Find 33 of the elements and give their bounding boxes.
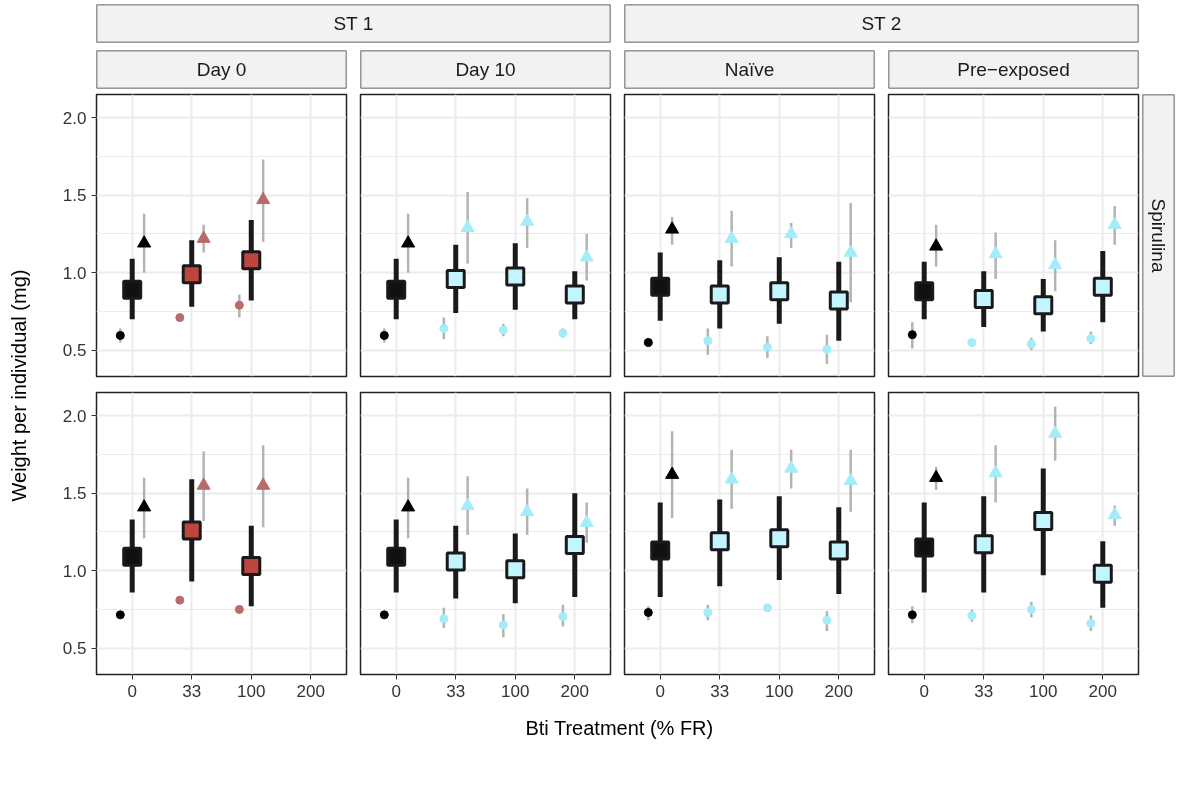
x-tick-label: 200 [560, 681, 589, 701]
y-axis-title: Weight per individual (mg) [7, 269, 30, 502]
x-tick-label: 33 [710, 681, 730, 701]
y-tick-label: 1.5 [62, 186, 87, 206]
y-tick-label: 1.5 [62, 484, 87, 504]
x-tick-label: 33 [446, 681, 466, 701]
chart-title: Day 0 [196, 59, 247, 80]
y-tick-label: 2.0 [62, 108, 87, 128]
x-tick-label: 200 [824, 681, 853, 701]
chart-title: Pre−exposed [957, 59, 1070, 80]
x-tick-label: 100 [765, 681, 794, 701]
x-tick-label: 100 [237, 681, 266, 701]
y-tick-label: 2.0 [62, 406, 87, 426]
y-tick-label: 0.5 [62, 639, 87, 659]
text: Spirulina [1148, 198, 1169, 273]
chart-title: Naïve [724, 59, 775, 80]
chart-title: Day 10 [455, 59, 516, 80]
x-axis-title: Bti Treatment (% FR) [525, 716, 714, 739]
x-tick-label: 200 [296, 681, 325, 701]
x-tick-label: 0 [919, 681, 929, 701]
text: ST 2 [861, 13, 902, 34]
x-tick-label: 33 [974, 681, 994, 701]
text: ST 1 [333, 13, 374, 34]
y-tick-label: 1.0 [62, 263, 87, 283]
y-tick-label: 1.0 [62, 561, 87, 581]
x-tick-label: 0 [127, 681, 137, 701]
x-tick-label: 100 [1029, 681, 1058, 701]
x-tick-label: 200 [1088, 681, 1117, 701]
x-tick-label: 100 [501, 681, 530, 701]
x-tick-label: 0 [391, 681, 401, 701]
x-tick-label: 33 [182, 681, 202, 701]
x-tick-label: 0 [655, 681, 665, 701]
y-tick-label: 0.5 [62, 341, 87, 361]
